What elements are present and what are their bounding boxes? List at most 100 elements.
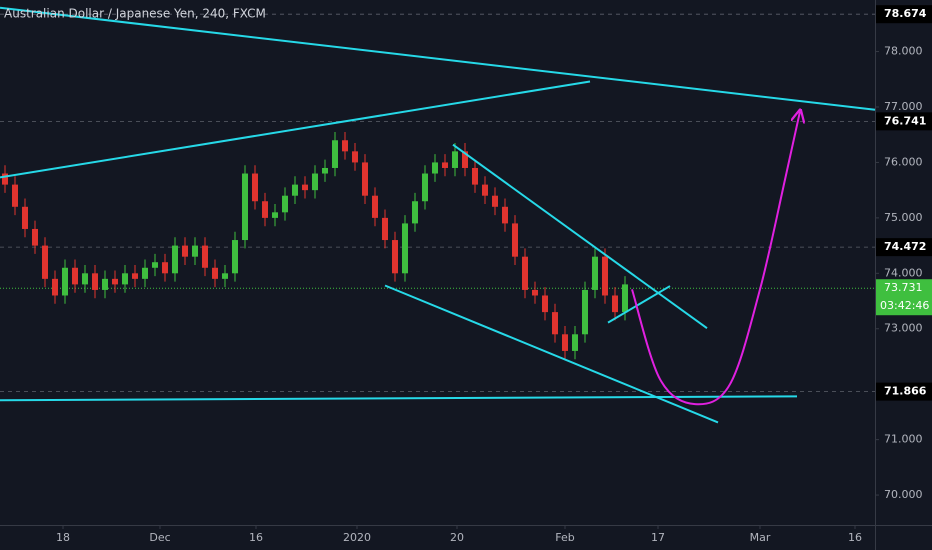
- candle-body: [22, 206, 28, 229]
- candle-body: [362, 162, 368, 196]
- x-tick-label: 2020: [343, 531, 371, 544]
- candle-body: [162, 262, 168, 274]
- x-tick-label: Dec: [149, 531, 170, 544]
- y-tick-label: 76.000: [884, 155, 923, 168]
- candle-body: [402, 223, 408, 274]
- y-tick-label: 71.000: [884, 433, 923, 446]
- candle-body: [182, 245, 188, 257]
- candle-body: [242, 173, 248, 241]
- candle-body: [572, 334, 578, 351]
- chart-title: Australian Dollar / Japanese Yen, 240, F…: [4, 7, 266, 21]
- candle-body: [112, 278, 118, 285]
- candle-body: [592, 256, 598, 290]
- y-tick-label: 70.000: [884, 488, 923, 501]
- candle-body: [432, 162, 438, 174]
- candle-body: [2, 173, 8, 185]
- candle-body: [312, 173, 318, 191]
- candle-body: [452, 151, 458, 168]
- candle-body: [512, 223, 518, 257]
- candle-body: [442, 162, 448, 168]
- candle-body: [62, 267, 68, 296]
- plot: [0, 6, 876, 424]
- x-tick-label: Feb: [555, 531, 574, 544]
- price-level-label: 78.674: [884, 7, 927, 20]
- candle-body: [252, 173, 258, 202]
- candle-body: [72, 267, 78, 285]
- trend-line: [452, 143, 708, 330]
- candle-body: [42, 245, 48, 279]
- x-tick-label: 16: [249, 531, 263, 544]
- countdown: 03:42:46: [880, 299, 929, 312]
- candle-body: [332, 140, 338, 168]
- trend-line: [384, 284, 719, 424]
- candle-body: [322, 167, 328, 174]
- y-tick-label: 78.000: [884, 45, 923, 58]
- candle-body: [502, 206, 508, 224]
- candle-body: [132, 273, 138, 279]
- candle-body: [272, 212, 278, 218]
- y-tick-label: 73.000: [884, 322, 923, 335]
- candle-body: [392, 240, 398, 274]
- candle-body: [472, 167, 478, 185]
- candle-body: [372, 195, 378, 218]
- x-tick-label: 17: [651, 531, 665, 544]
- candle-body: [422, 173, 428, 202]
- candle-body: [122, 273, 128, 285]
- projection-curve: [631, 111, 800, 406]
- candle-body: [342, 140, 348, 152]
- candle-body: [202, 245, 208, 268]
- candle-body: [52, 278, 58, 296]
- price-level-label: 74.472: [884, 240, 926, 253]
- candle-body: [582, 289, 588, 335]
- candle-body: [282, 195, 288, 213]
- candle-body: [352, 151, 358, 163]
- price-level-label: 76.741: [884, 114, 926, 127]
- candle-body: [482, 184, 488, 196]
- candle-body: [382, 217, 388, 241]
- candle-body: [492, 195, 498, 207]
- candle-body: [92, 273, 98, 290]
- candle-body: [142, 267, 148, 279]
- trend-line: [0, 6, 876, 111]
- price-level-box: [876, 382, 932, 401]
- price-level-box: [876, 5, 932, 24]
- trend-line: [607, 285, 671, 324]
- candle-body: [192, 245, 198, 257]
- candle-body: [532, 289, 538, 296]
- last-price-box: [876, 279, 932, 316]
- candle-body: [12, 184, 18, 207]
- price-level-label: 71.866: [884, 385, 927, 398]
- candle-body: [102, 278, 108, 290]
- candle-body: [522, 256, 528, 290]
- candle-body: [262, 201, 268, 218]
- candle-body: [32, 228, 38, 246]
- candle-body: [602, 256, 608, 296]
- candle-body: [222, 273, 228, 279]
- candle-body: [562, 334, 568, 351]
- candle-body: [302, 184, 308, 191]
- candle-body: [462, 151, 468, 168]
- candle-body: [152, 262, 158, 268]
- y-tick-label: 77.000: [884, 100, 923, 113]
- candle-body: [542, 295, 548, 313]
- candle-body: [412, 201, 418, 224]
- candle-body: [82, 273, 88, 285]
- x-tick-label: 20: [450, 531, 464, 544]
- trend-line: [0, 395, 798, 402]
- last-price-label: 73.731: [884, 281, 923, 294]
- price-level-box: [876, 238, 932, 257]
- trend-line: [0, 80, 591, 179]
- price-level-box: [876, 112, 932, 131]
- candle-body: [622, 284, 628, 313]
- candle-body: [292, 184, 298, 196]
- x-tick-label: Mar: [750, 531, 771, 544]
- candle-body: [552, 312, 558, 335]
- candle-body: [212, 267, 218, 279]
- x-tick-label: 16: [848, 531, 862, 544]
- x-tick-label: 18: [56, 531, 70, 544]
- candle-body: [232, 240, 238, 274]
- candle-body: [612, 295, 618, 313]
- y-tick-label: 74.000: [884, 266, 923, 279]
